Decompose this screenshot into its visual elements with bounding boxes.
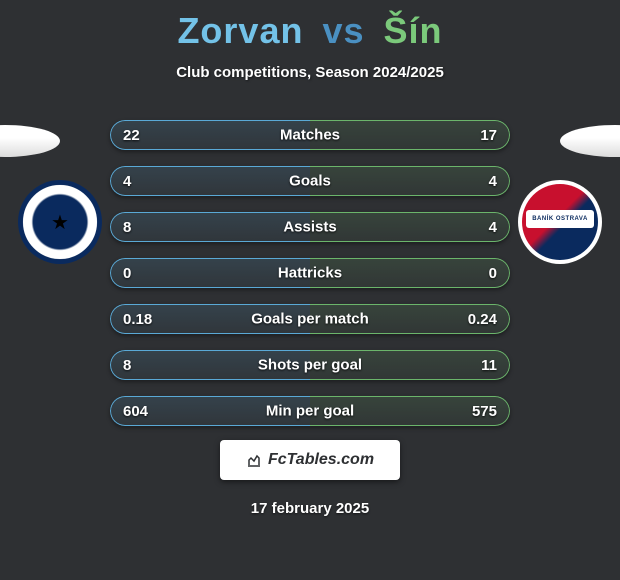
team2-banner: BANÍK OSTRAVA xyxy=(526,210,594,228)
stat-row: 0.180.24Goals per match xyxy=(110,304,510,334)
vs-text: vs xyxy=(322,10,364,51)
stat-label: Assists xyxy=(110,219,510,236)
stats-container: 2217Matches 44Goals 84Assists 00Hattricks 0.… xyxy=(110,120,510,442)
stat-row: 84Assists xyxy=(110,212,510,242)
stat-label: Goals per match xyxy=(110,311,510,328)
stat-row: 604575Min per goal xyxy=(110,396,510,426)
team1-crest xyxy=(18,180,102,264)
stat-row: 2217Matches xyxy=(110,120,510,150)
stat-label: Shots per goal xyxy=(110,357,510,374)
chart-icon xyxy=(246,452,262,468)
stat-row: 811Shots per goal xyxy=(110,350,510,380)
left-ellipse-decor xyxy=(0,125,60,157)
stat-label: Matches xyxy=(110,127,510,144)
stat-row: 00Hattricks xyxy=(110,258,510,288)
stat-label: Hattricks xyxy=(110,265,510,282)
fctables-logo: FcTables.com xyxy=(220,440,400,480)
subtitle: Club competitions, Season 2024/2025 xyxy=(0,64,620,81)
fctables-text: FcTables.com xyxy=(268,451,374,469)
stat-row: 44Goals xyxy=(110,166,510,196)
team2-crest: BANÍK OSTRAVA xyxy=(518,180,602,264)
player1-name: Zorvan xyxy=(177,10,303,51)
stat-label: Goals xyxy=(110,173,510,190)
stat-label: Min per goal xyxy=(110,403,510,420)
date-text: 17 february 2025 xyxy=(251,500,369,517)
comparison-title: Zorvan vs Šín xyxy=(0,0,620,52)
right-ellipse-decor xyxy=(560,125,620,157)
player2-name: Šín xyxy=(384,10,443,51)
